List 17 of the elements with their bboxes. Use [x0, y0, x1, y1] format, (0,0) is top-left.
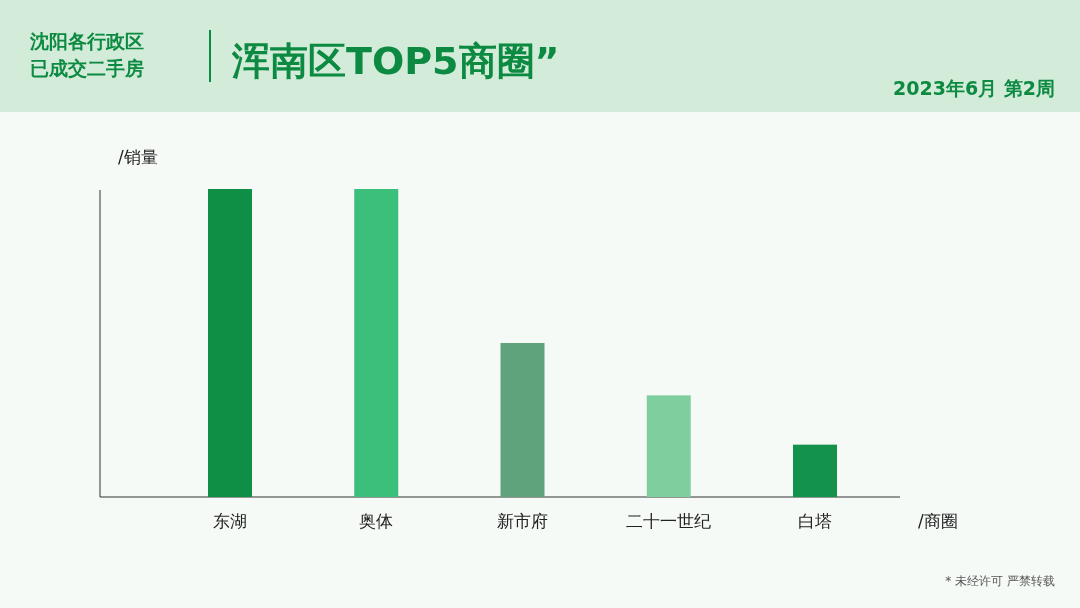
bar: [500, 343, 545, 497]
y-axis-title: /销量: [118, 147, 158, 167]
text: 2023年6月 第2周: [893, 77, 1055, 99]
x-axis-title: /商圈: [918, 511, 958, 531]
chart-title: 浑南区TOP5商圈”: [231, 39, 560, 83]
x-tick-label: 奥体: [359, 511, 394, 531]
bar: [793, 444, 837, 497]
bar: [646, 395, 691, 497]
x-tick-label: 白塔: [798, 511, 832, 531]
bar: [354, 189, 399, 497]
x-tick-label: 新市府: [497, 511, 548, 531]
bar: [208, 189, 252, 497]
text: 沈阳各行政区: [29, 30, 144, 52]
x-tick-label: 二十一世纪: [626, 511, 712, 531]
x-tick-label: 东湖: [213, 511, 247, 531]
text: * 未经许可 严禁转载: [945, 574, 1055, 588]
text: 已成交二手房: [30, 57, 144, 79]
